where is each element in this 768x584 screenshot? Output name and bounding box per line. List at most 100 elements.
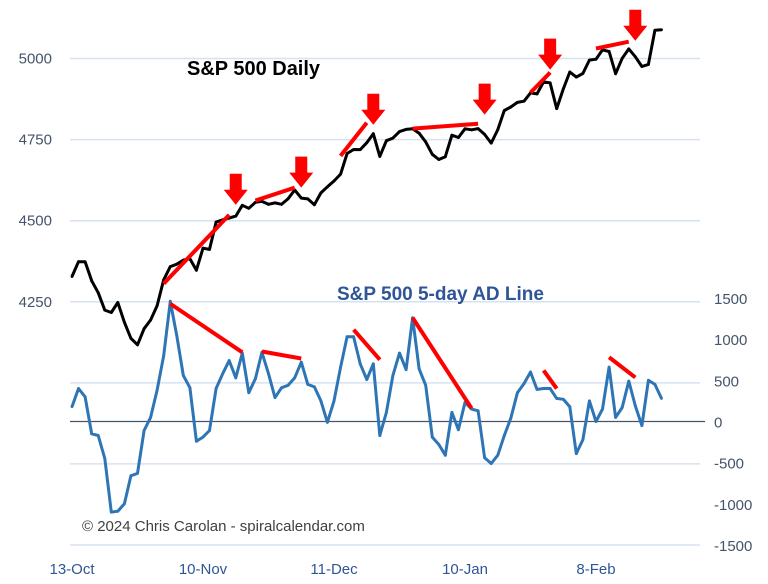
price-point <box>640 65 644 68</box>
price-point <box>345 152 349 155</box>
price-point <box>614 72 618 76</box>
ad_line-point <box>594 420 598 423</box>
price-point <box>535 92 539 96</box>
ad_line-point <box>620 406 624 409</box>
price-point <box>90 279 94 283</box>
price-point <box>633 55 637 59</box>
ad_line-point <box>607 365 611 369</box>
ad_line-point <box>555 397 559 400</box>
x-axis-ticks: 13-Oct 10-Nov 11-Dec 10-Jan 8-Feb <box>49 561 615 578</box>
ad_line-point <box>195 439 198 443</box>
x-tick-label: 10-Nov <box>179 561 228 578</box>
ad_line-point <box>404 368 408 372</box>
ad_line-line <box>70 299 663 514</box>
price-point <box>175 262 179 266</box>
ad_line-point <box>653 383 657 386</box>
left-tick-label: 5000 <box>19 51 52 68</box>
ad-trendline <box>607 355 637 380</box>
ad_line-point <box>358 362 362 366</box>
ad_line-point <box>103 457 107 460</box>
ad_line-point <box>509 416 513 420</box>
ad_line-point <box>306 383 310 386</box>
ad_line-point <box>502 434 506 437</box>
ad_line-point <box>352 335 356 339</box>
price-point <box>129 336 133 340</box>
right-tick-label: 500 <box>714 373 739 390</box>
ad_line-point <box>273 396 277 400</box>
price-point <box>267 202 270 206</box>
price-chart-title: S&P 500 Daily <box>187 58 321 80</box>
ad-trendline <box>541 369 559 390</box>
price-point <box>404 127 408 131</box>
ad_line-point <box>516 391 519 395</box>
ad_line-point <box>326 420 329 424</box>
ad_line-point <box>633 404 637 408</box>
annotations <box>162 9 648 410</box>
right-tick-label: -1000 <box>714 497 752 514</box>
ad_line-point <box>96 434 100 437</box>
ad_line-point <box>155 388 159 392</box>
price-point <box>240 203 244 207</box>
ad_line-point <box>181 373 185 377</box>
ad_line-point <box>660 397 663 400</box>
ad_line-point <box>70 405 74 409</box>
ad_line-point <box>168 299 172 303</box>
price-trendline <box>529 71 552 94</box>
ad_line-point <box>188 386 192 390</box>
price-point <box>398 130 401 133</box>
price-point <box>483 133 487 136</box>
price-point <box>581 71 585 75</box>
price-point <box>247 206 251 210</box>
price-point <box>214 220 218 224</box>
ad_line-point <box>398 351 401 355</box>
ad_line-point <box>430 435 434 439</box>
ad_line-point <box>77 387 80 390</box>
price-point <box>588 58 591 62</box>
price-point <box>142 327 146 331</box>
x-tick-label: 10-Jan <box>442 561 488 578</box>
price-point <box>660 28 663 32</box>
price-point <box>299 196 303 200</box>
ad-trendline <box>261 349 302 361</box>
price-point <box>450 133 454 137</box>
ad_line-point <box>489 462 493 465</box>
price-point <box>155 304 159 308</box>
price-point <box>371 132 375 136</box>
ad_line-point <box>109 510 113 514</box>
left-tick-label: 4500 <box>19 213 52 230</box>
ad_line-point <box>162 354 166 358</box>
price-point <box>430 152 434 156</box>
ad-trendline <box>410 316 474 410</box>
down-arrow-icon <box>538 38 563 70</box>
down-arrow-icon <box>361 93 386 125</box>
ad_line-point <box>522 382 526 386</box>
price-point <box>273 201 277 205</box>
ad_line-point <box>378 434 382 437</box>
price-point <box>195 268 198 272</box>
price-point <box>378 154 382 158</box>
right-tick-label: 1500 <box>714 291 747 308</box>
ad_line-point <box>227 359 231 362</box>
price-point <box>574 75 578 79</box>
x-tick-label: 8-Feb <box>576 561 615 578</box>
copyright-text: © 2024 Chris Carolan - spiralcalendar.co… <box>82 518 365 535</box>
ad_line-point <box>614 415 618 419</box>
price-point <box>555 107 559 110</box>
ad_line-point <box>574 452 578 455</box>
ad_line-point <box>496 453 500 457</box>
ad_line-point <box>483 456 487 460</box>
ad_line-point <box>332 399 336 403</box>
price-point <box>620 56 624 60</box>
right-tick-label: 1000 <box>714 332 747 349</box>
price-trendline <box>412 121 479 131</box>
price-point <box>417 131 421 135</box>
price-point <box>424 140 428 144</box>
price-point <box>103 308 107 312</box>
price-point <box>463 127 467 131</box>
ad_line-point <box>234 376 238 380</box>
price-point <box>352 148 356 151</box>
ad_line-point <box>535 387 539 391</box>
ad_line-point <box>319 399 323 403</box>
price-point <box>234 214 238 218</box>
ad_line-point <box>267 372 270 376</box>
